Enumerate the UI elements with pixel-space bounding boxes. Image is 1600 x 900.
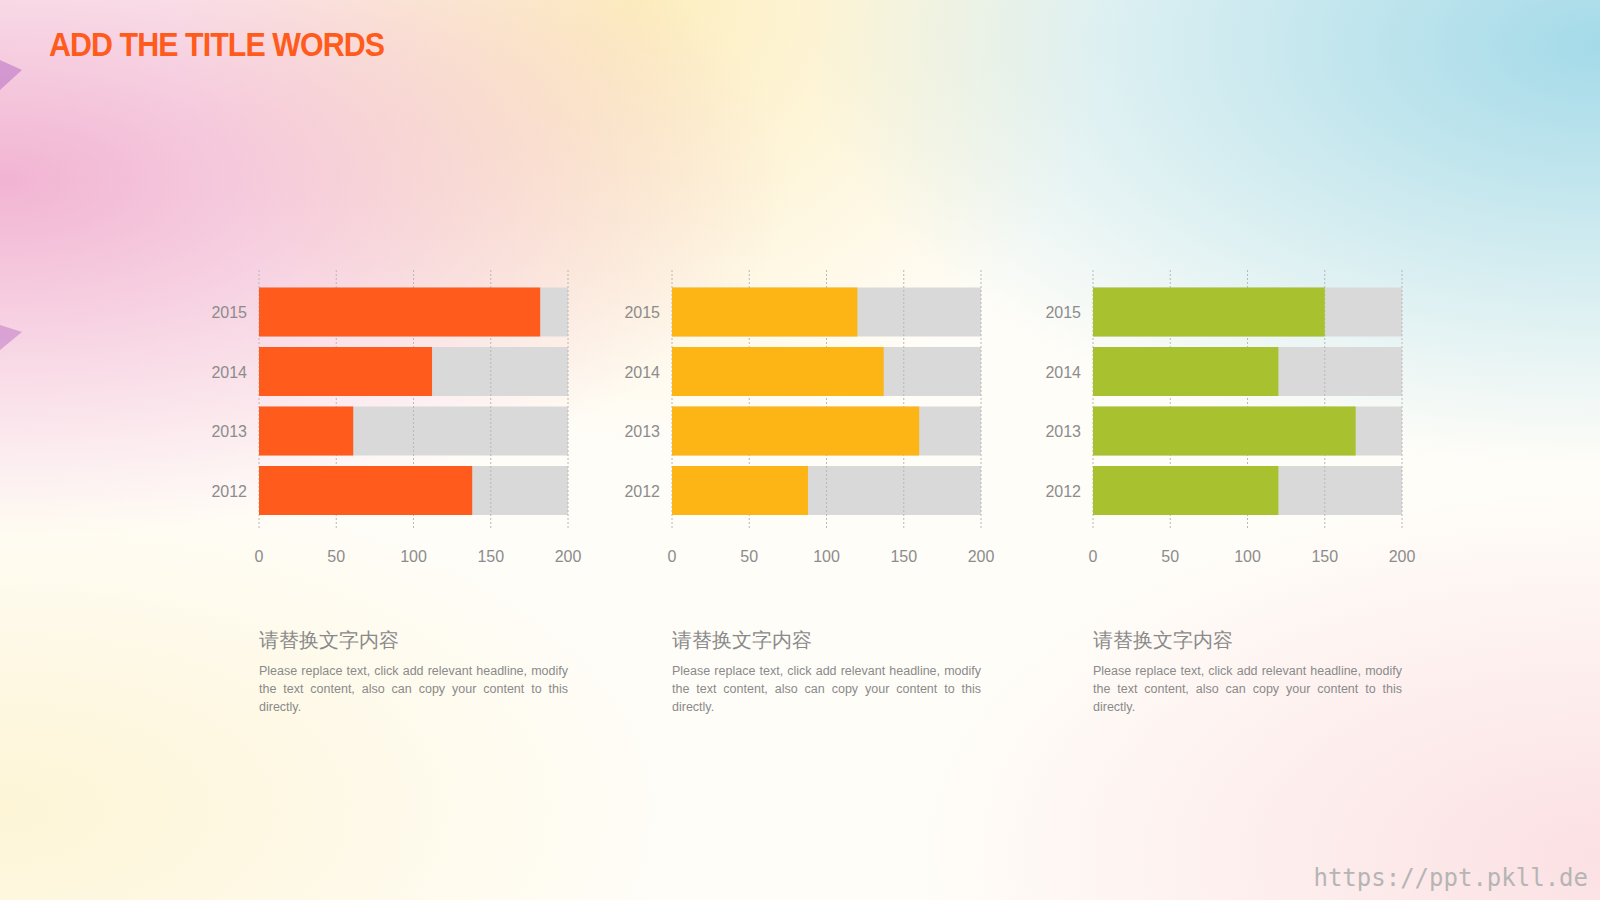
bar bbox=[672, 407, 919, 456]
category-label: 2014 bbox=[211, 364, 247, 381]
caption-heading: 请替换文字内容 bbox=[672, 627, 812, 654]
category-label: 2012 bbox=[211, 483, 247, 500]
bar bbox=[1093, 347, 1278, 396]
grid-line bbox=[1402, 270, 1403, 529]
chart: 2015 2014 2013 2012 0 50 100 150 200 bbox=[1045, 270, 1415, 565]
tick-label: 200 bbox=[555, 548, 582, 565]
title: ADD THE TITLE WORDS bbox=[49, 26, 384, 64]
track bbox=[259, 466, 568, 515]
bar bbox=[259, 407, 353, 456]
category-label: 2012 bbox=[1045, 483, 1081, 500]
category-label: 2015 bbox=[624, 304, 660, 321]
tick-label: 200 bbox=[1389, 548, 1416, 565]
tick-label: 0 bbox=[1089, 548, 1098, 565]
track bbox=[1093, 407, 1402, 456]
track bbox=[1093, 466, 1402, 515]
track bbox=[672, 288, 981, 337]
tick-label: 150 bbox=[1311, 548, 1338, 565]
tick-label: 100 bbox=[1234, 548, 1261, 565]
caption-text: Please replace text, click add relevant … bbox=[672, 662, 981, 716]
track bbox=[672, 407, 981, 456]
caption-text: Please replace text, click add relevant … bbox=[1093, 662, 1402, 716]
caption-heading: 请替换文字内容 bbox=[1093, 627, 1233, 654]
grid-line bbox=[981, 270, 982, 529]
category-label: 2013 bbox=[624, 423, 660, 440]
tick-label: 150 bbox=[477, 548, 504, 565]
category-label: 2015 bbox=[1045, 304, 1081, 321]
caption-text: Please replace text, click add relevant … bbox=[259, 662, 568, 716]
track bbox=[1093, 347, 1402, 396]
grid-line bbox=[903, 270, 904, 529]
grid-line bbox=[568, 270, 569, 529]
category-label: 2014 bbox=[624, 364, 660, 381]
category-label: 2015 bbox=[211, 304, 247, 321]
track bbox=[1093, 288, 1402, 337]
chart: 2015 2014 2013 2012 0 50 100 150 200 bbox=[624, 270, 994, 565]
category-label: 2014 bbox=[1045, 364, 1081, 381]
bars bbox=[1093, 288, 1356, 516]
chart: 2015 2014 2013 2012 0 50 100 150 200 bbox=[211, 270, 581, 565]
bar bbox=[1093, 288, 1325, 337]
bar bbox=[259, 347, 432, 396]
tick-label: 50 bbox=[1161, 548, 1179, 565]
watermark: https://ppt.pkll.de bbox=[1313, 864, 1588, 892]
stage: 2015 2014 2013 2012 0 50 100 150 200 2015 2014 2013… bbox=[0, 0, 1600, 900]
bar bbox=[672, 347, 884, 396]
bar bbox=[259, 466, 472, 515]
tick-label: 150 bbox=[890, 548, 917, 565]
bars bbox=[672, 288, 919, 516]
bar bbox=[1093, 407, 1356, 456]
category-label: 2013 bbox=[1045, 423, 1081, 440]
tick-label: 0 bbox=[255, 548, 264, 565]
decor bbox=[0, 60, 22, 90]
bars bbox=[259, 288, 540, 516]
decor bbox=[0, 325, 22, 350]
tick-label: 100 bbox=[813, 548, 840, 565]
bar bbox=[672, 288, 857, 337]
caption-heading: 请替换文字内容 bbox=[259, 627, 399, 654]
bar bbox=[259, 288, 540, 337]
track bbox=[672, 347, 981, 396]
tick-label: 100 bbox=[400, 548, 427, 565]
tick-label: 200 bbox=[968, 548, 995, 565]
bar bbox=[1093, 466, 1278, 515]
category-label: 2012 bbox=[624, 483, 660, 500]
tick-label: 50 bbox=[327, 548, 345, 565]
track bbox=[259, 347, 568, 396]
bar bbox=[672, 466, 808, 515]
track bbox=[259, 288, 568, 337]
category-label: 2013 bbox=[211, 423, 247, 440]
tick-label: 0 bbox=[668, 548, 677, 565]
tick-label: 50 bbox=[740, 548, 758, 565]
